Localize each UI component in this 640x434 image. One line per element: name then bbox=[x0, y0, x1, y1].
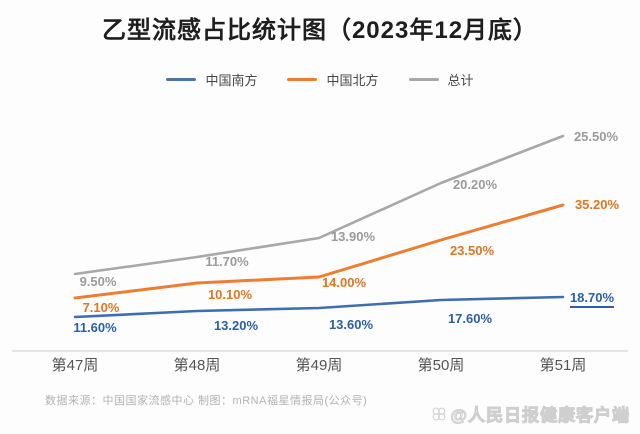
value-label-中国北方-第48周: 10.10% bbox=[207, 287, 253, 302]
legend-line-swatch bbox=[408, 78, 439, 81]
legend-line-swatch bbox=[287, 78, 318, 81]
value-label-中国南方-第49周: 13.60% bbox=[328, 317, 374, 332]
watermark-logo-icon bbox=[433, 407, 446, 420]
value-label-中国南方-第50周: 17.60% bbox=[447, 311, 493, 326]
value-label-总计-第47周: 9.50% bbox=[79, 274, 117, 289]
legend-line-swatch bbox=[166, 78, 197, 81]
legend-item-0: 中国南方 bbox=[166, 70, 257, 89]
value-label-总计-第48周: 11.70% bbox=[205, 254, 249, 269]
value-label-中国南方-第51周: 18.70% bbox=[569, 291, 615, 308]
value-label-中国南方-第48周: 13.20% bbox=[213, 318, 259, 333]
series-line-总计 bbox=[73, 134, 565, 276]
watermark: @人民日报健康客户端 bbox=[431, 401, 630, 426]
value-label-中国北方-第47周: 7.10% bbox=[82, 300, 120, 315]
legend-label: 中国南方 bbox=[205, 73, 258, 88]
value-label-中国南方-第47周: 11.60% bbox=[73, 320, 117, 335]
value-label-总计-第50周: 20.20% bbox=[452, 177, 498, 192]
value-label-中国北方-第49周: 14.00% bbox=[321, 275, 367, 290]
data-source-note: 数据来源：中国国家流感中心 制图：mRNA福星情报局(公众号) bbox=[45, 395, 368, 407]
watermark-text: @人民日报健康客户端 bbox=[450, 406, 630, 426]
chart-title: 乙型流感占比统计图（2023年12月底） bbox=[101, 17, 539, 44]
chart-legend: 中国南方 中国北方 总计 bbox=[0, 70, 640, 89]
series-line-中国南方 bbox=[73, 295, 565, 319]
x-axis-label-第47周: 第47周 bbox=[51, 357, 99, 374]
x-axis-label-第48周: 第48周 bbox=[173, 357, 221, 374]
x-axis-label-第49周: 第49周 bbox=[295, 357, 343, 374]
value-label-总计-第51周: 25.50% bbox=[573, 129, 619, 144]
series-line-中国北方 bbox=[73, 203, 565, 300]
value-label-中国北方-第50周: 23.50% bbox=[449, 243, 495, 258]
legend-item-1: 中国北方 bbox=[287, 70, 379, 89]
legend-label: 总计 bbox=[447, 73, 474, 88]
x-axis-label-第50周: 第50周 bbox=[417, 357, 465, 374]
legend-label: 中国北方 bbox=[326, 73, 379, 88]
legend-item-2: 总计 bbox=[408, 70, 474, 89]
value-label-中国北方-第51周: 35.20% bbox=[574, 197, 620, 212]
value-label-总计-第49周: 13.90% bbox=[330, 229, 376, 244]
x-axis-label-第51周: 第51周 bbox=[539, 357, 587, 374]
